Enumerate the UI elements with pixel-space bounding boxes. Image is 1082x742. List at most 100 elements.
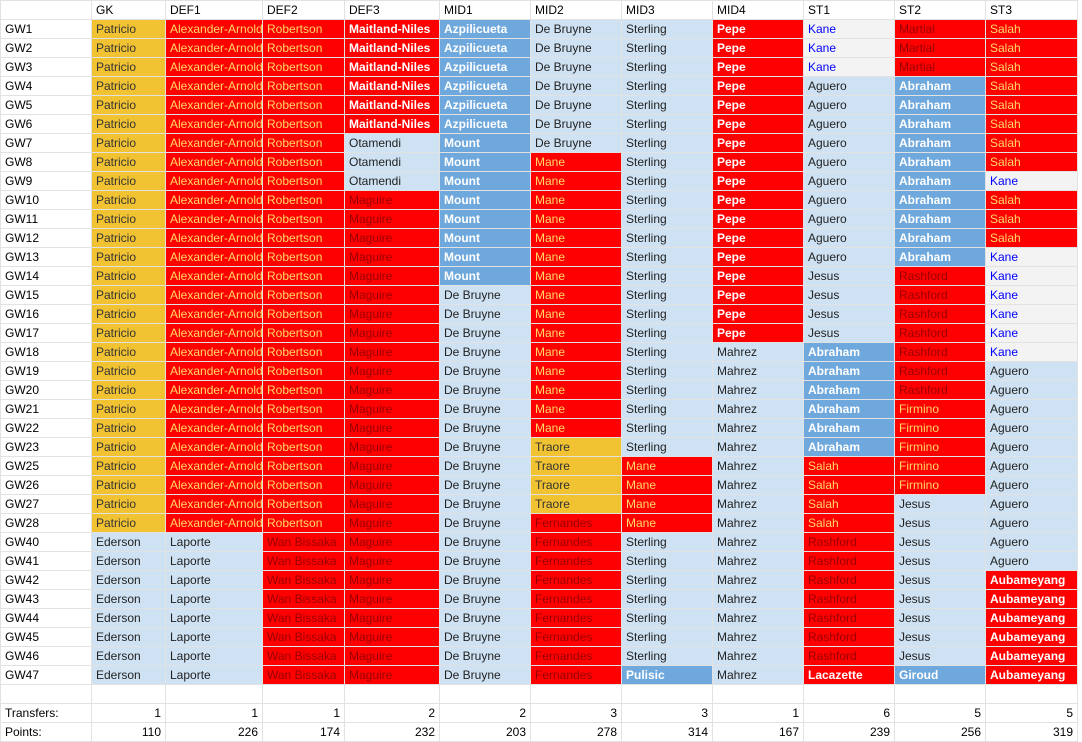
- player-cell[interactable]: De Bruyne: [439, 342, 531, 362]
- player-cell[interactable]: Sterling: [621, 38, 713, 58]
- player-cell[interactable]: Robertson: [262, 418, 345, 438]
- player-cell[interactable]: Patricio: [91, 456, 166, 476]
- column-header-def1[interactable]: DEF1: [165, 0, 263, 20]
- player-cell[interactable]: Fernandes: [530, 532, 622, 552]
- player-cell[interactable]: Mane: [621, 494, 713, 514]
- empty-cell[interactable]: [712, 684, 804, 704]
- player-cell[interactable]: Patricio: [91, 171, 166, 191]
- row-label[interactable]: GW10: [0, 190, 92, 210]
- player-cell[interactable]: Jesus: [894, 570, 986, 590]
- player-cell[interactable]: Mahrez: [712, 456, 804, 476]
- player-cell[interactable]: Maguire: [344, 665, 440, 685]
- player-cell[interactable]: De Bruyne: [439, 665, 531, 685]
- player-cell[interactable]: Aguero: [803, 171, 895, 191]
- player-cell[interactable]: Patricio: [91, 285, 166, 305]
- row-label[interactable]: GW14: [0, 266, 92, 286]
- player-cell[interactable]: Kane: [803, 57, 895, 77]
- player-cell[interactable]: Rashford: [803, 551, 895, 571]
- row-label[interactable]: GW40: [0, 532, 92, 552]
- row-label[interactable]: GW25: [0, 456, 92, 476]
- player-cell[interactable]: Maguire: [344, 323, 440, 343]
- player-cell[interactable]: Aguero: [985, 456, 1078, 476]
- player-cell[interactable]: De Bruyne: [530, 76, 622, 96]
- summary-value[interactable]: 319: [985, 722, 1078, 742]
- player-cell[interactable]: Patricio: [91, 152, 166, 172]
- player-cell[interactable]: Traore: [530, 456, 622, 476]
- player-cell[interactable]: Rashford: [803, 589, 895, 609]
- row-label[interactable]: GW28: [0, 513, 92, 533]
- player-cell[interactable]: Mount: [439, 171, 531, 191]
- player-cell[interactable]: De Bruyne: [439, 646, 531, 666]
- player-cell[interactable]: Jesus: [894, 589, 986, 609]
- summary-value[interactable]: 1: [91, 703, 166, 723]
- player-cell[interactable]: Laporte: [165, 551, 263, 571]
- player-cell[interactable]: Maguire: [344, 190, 440, 210]
- player-cell[interactable]: Robertson: [262, 323, 345, 343]
- player-cell[interactable]: Traore: [530, 437, 622, 457]
- player-cell[interactable]: Aguero: [985, 418, 1078, 438]
- summary-value[interactable]: 2: [344, 703, 440, 723]
- player-cell[interactable]: Jesus: [894, 608, 986, 628]
- player-cell[interactable]: Maguire: [344, 399, 440, 419]
- player-cell[interactable]: Maitland-Niles: [344, 76, 440, 96]
- player-cell[interactable]: Aguero: [985, 361, 1078, 381]
- player-cell[interactable]: Jesus: [894, 646, 986, 666]
- empty-cell[interactable]: [985, 684, 1078, 704]
- player-cell[interactable]: Fernandes: [530, 589, 622, 609]
- player-cell[interactable]: Kane: [985, 171, 1078, 191]
- player-cell[interactable]: Firmino: [894, 418, 986, 438]
- player-cell[interactable]: Abraham: [894, 114, 986, 134]
- player-cell[interactable]: Pepe: [712, 152, 804, 172]
- player-cell[interactable]: Mount: [439, 133, 531, 153]
- player-cell[interactable]: Sterling: [621, 532, 713, 552]
- player-cell[interactable]: Robertson: [262, 380, 345, 400]
- player-cell[interactable]: Laporte: [165, 665, 263, 685]
- player-cell[interactable]: De Bruyne: [439, 551, 531, 571]
- empty-cell[interactable]: [0, 684, 92, 704]
- row-label[interactable]: GW6: [0, 114, 92, 134]
- player-cell[interactable]: Salah: [985, 38, 1078, 58]
- player-cell[interactable]: Mahrez: [712, 551, 804, 571]
- player-cell[interactable]: Mahrez: [712, 513, 804, 533]
- player-cell[interactable]: Mount: [439, 228, 531, 248]
- row-label[interactable]: GW22: [0, 418, 92, 438]
- player-cell[interactable]: Patricio: [91, 266, 166, 286]
- player-cell[interactable]: Robertson: [262, 475, 345, 495]
- player-cell[interactable]: De Bruyne: [530, 57, 622, 77]
- player-cell[interactable]: Robertson: [262, 76, 345, 96]
- corner-cell[interactable]: [0, 0, 92, 20]
- player-cell[interactable]: Maguire: [344, 380, 440, 400]
- player-cell[interactable]: Patricio: [91, 323, 166, 343]
- summary-value[interactable]: 239: [803, 722, 895, 742]
- player-cell[interactable]: Wan Bissaka: [262, 665, 345, 685]
- player-cell[interactable]: Mahrez: [712, 589, 804, 609]
- player-cell[interactable]: De Bruyne: [439, 399, 531, 419]
- player-cell[interactable]: Robertson: [262, 190, 345, 210]
- player-cell[interactable]: Fernandes: [530, 627, 622, 647]
- player-cell[interactable]: Alexander-Arnold: [165, 57, 263, 77]
- player-cell[interactable]: Sterling: [621, 209, 713, 229]
- player-cell[interactable]: Alexander-Arnold: [165, 114, 263, 134]
- player-cell[interactable]: Abraham: [803, 418, 895, 438]
- player-cell[interactable]: Traore: [530, 475, 622, 495]
- player-cell[interactable]: Wan Bissaka: [262, 589, 345, 609]
- player-cell[interactable]: Sterling: [621, 152, 713, 172]
- player-cell[interactable]: Mount: [439, 190, 531, 210]
- player-cell[interactable]: Firmino: [894, 475, 986, 495]
- player-cell[interactable]: Lacazette: [803, 665, 895, 685]
- player-cell[interactable]: Robertson: [262, 95, 345, 115]
- player-cell[interactable]: Pepe: [712, 57, 804, 77]
- row-label[interactable]: GW21: [0, 399, 92, 419]
- column-header-mid3[interactable]: MID3: [621, 0, 713, 20]
- player-cell[interactable]: Jesus: [894, 532, 986, 552]
- player-cell[interactable]: Mount: [439, 209, 531, 229]
- player-cell[interactable]: Alexander-Arnold: [165, 228, 263, 248]
- player-cell[interactable]: Abraham: [894, 76, 986, 96]
- player-cell[interactable]: Salah: [985, 133, 1078, 153]
- player-cell[interactable]: Mane: [530, 323, 622, 343]
- player-cell[interactable]: Patricio: [91, 494, 166, 514]
- player-cell[interactable]: Robertson: [262, 494, 345, 514]
- player-cell[interactable]: Robertson: [262, 152, 345, 172]
- empty-cell[interactable]: [803, 684, 895, 704]
- player-cell[interactable]: Sterling: [621, 57, 713, 77]
